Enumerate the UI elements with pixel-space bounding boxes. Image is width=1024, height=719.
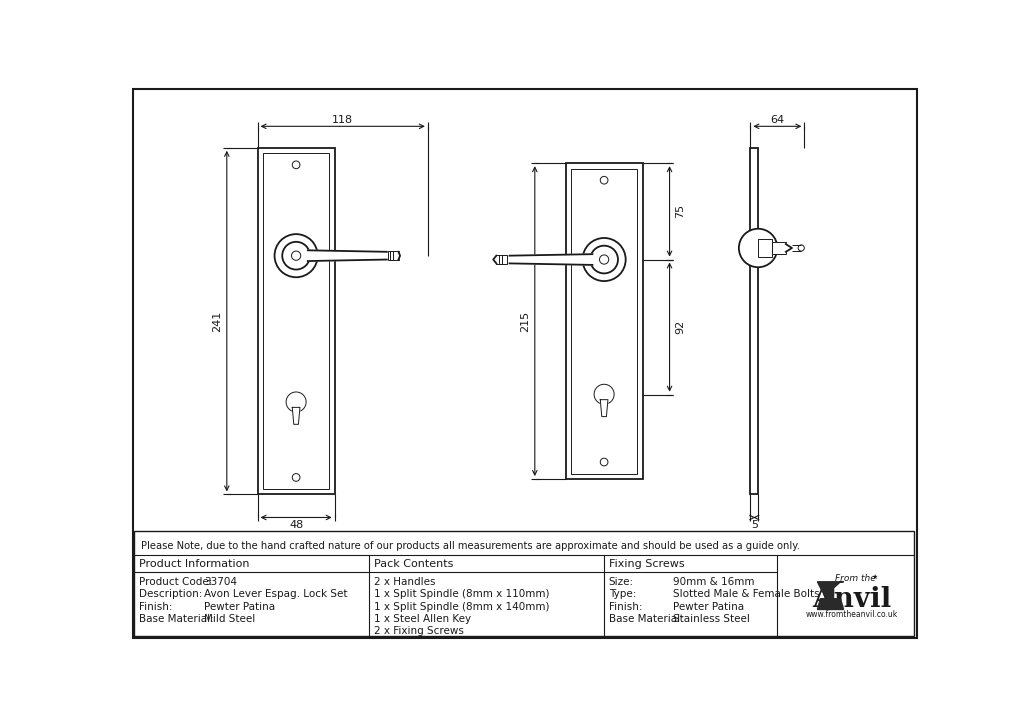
- Polygon shape: [785, 244, 792, 252]
- Bar: [758, 239, 772, 257]
- Text: 90mm & 16mm: 90mm & 16mm: [674, 577, 755, 587]
- Text: Base Material:: Base Material:: [139, 614, 214, 624]
- Text: Product Information: Product Information: [139, 559, 250, 569]
- Text: Finish:: Finish:: [608, 602, 642, 612]
- Bar: [565, 163, 643, 479]
- Circle shape: [599, 255, 608, 264]
- Text: 64: 64: [770, 115, 784, 125]
- Text: 5: 5: [751, 520, 758, 530]
- Text: 241: 241: [213, 311, 222, 331]
- Text: Slotted Male & Female Bolts: Slotted Male & Female Bolts: [674, 590, 820, 600]
- Text: Please Note, due to the hand crafted nature of our products all measurements are: Please Note, due to the hand crafted nat…: [140, 541, 800, 551]
- Bar: [497, 255, 507, 264]
- Polygon shape: [600, 400, 608, 416]
- Polygon shape: [494, 256, 497, 263]
- Text: 2 x Handles: 2 x Handles: [374, 577, 435, 587]
- Text: Anvil: Anvil: [812, 586, 892, 613]
- Text: 118: 118: [332, 115, 353, 125]
- Polygon shape: [817, 582, 844, 610]
- Text: 1 x Split Spindle (8mm x 110mm): 1 x Split Spindle (8mm x 110mm): [374, 590, 550, 600]
- Bar: [388, 251, 398, 260]
- Text: Avon Lever Espag. Lock Set: Avon Lever Espag. Lock Set: [204, 590, 347, 600]
- Text: 215: 215: [520, 311, 530, 331]
- Text: Finish:: Finish:: [139, 602, 172, 612]
- Bar: [258, 148, 335, 495]
- Text: 1 x Steel Allen Key: 1 x Steel Allen Key: [374, 614, 471, 624]
- Circle shape: [292, 251, 301, 260]
- Polygon shape: [509, 254, 593, 265]
- Text: ★: ★: [872, 574, 879, 580]
- Bar: [134, 531, 914, 636]
- Polygon shape: [398, 252, 400, 260]
- Text: www.fromtheanvil.co.uk: www.fromtheanvil.co.uk: [806, 610, 898, 618]
- Text: 2 x Fixing Screws: 2 x Fixing Screws: [374, 626, 464, 636]
- Bar: [751, 148, 758, 495]
- Bar: [263, 153, 330, 489]
- Text: Size:: Size:: [608, 577, 634, 587]
- Text: Stainless Steel: Stainless Steel: [674, 614, 751, 624]
- Text: Fixing Screws: Fixing Screws: [608, 559, 684, 569]
- Polygon shape: [307, 250, 388, 261]
- Text: Pack Contents: Pack Contents: [374, 559, 454, 569]
- Text: 75: 75: [676, 204, 685, 219]
- Text: 1 x Split Spindle (8mm x 140mm): 1 x Split Spindle (8mm x 140mm): [374, 602, 550, 612]
- Text: Pewter Patina: Pewter Patina: [674, 602, 744, 612]
- Circle shape: [739, 229, 777, 267]
- Bar: [571, 169, 637, 474]
- Text: From the: From the: [835, 574, 876, 583]
- Text: Base Material:: Base Material:: [608, 614, 683, 624]
- Text: Pewter Patina: Pewter Patina: [204, 602, 274, 612]
- Text: Type:: Type:: [608, 590, 636, 600]
- Text: 48: 48: [289, 520, 303, 530]
- Polygon shape: [292, 408, 300, 424]
- Bar: [772, 242, 785, 254]
- Text: Description:: Description:: [139, 590, 203, 600]
- Text: 92: 92: [676, 320, 685, 334]
- Text: Product Code:: Product Code:: [139, 577, 212, 587]
- Text: Mild Steel: Mild Steel: [204, 614, 255, 624]
- Text: 33704: 33704: [204, 577, 237, 587]
